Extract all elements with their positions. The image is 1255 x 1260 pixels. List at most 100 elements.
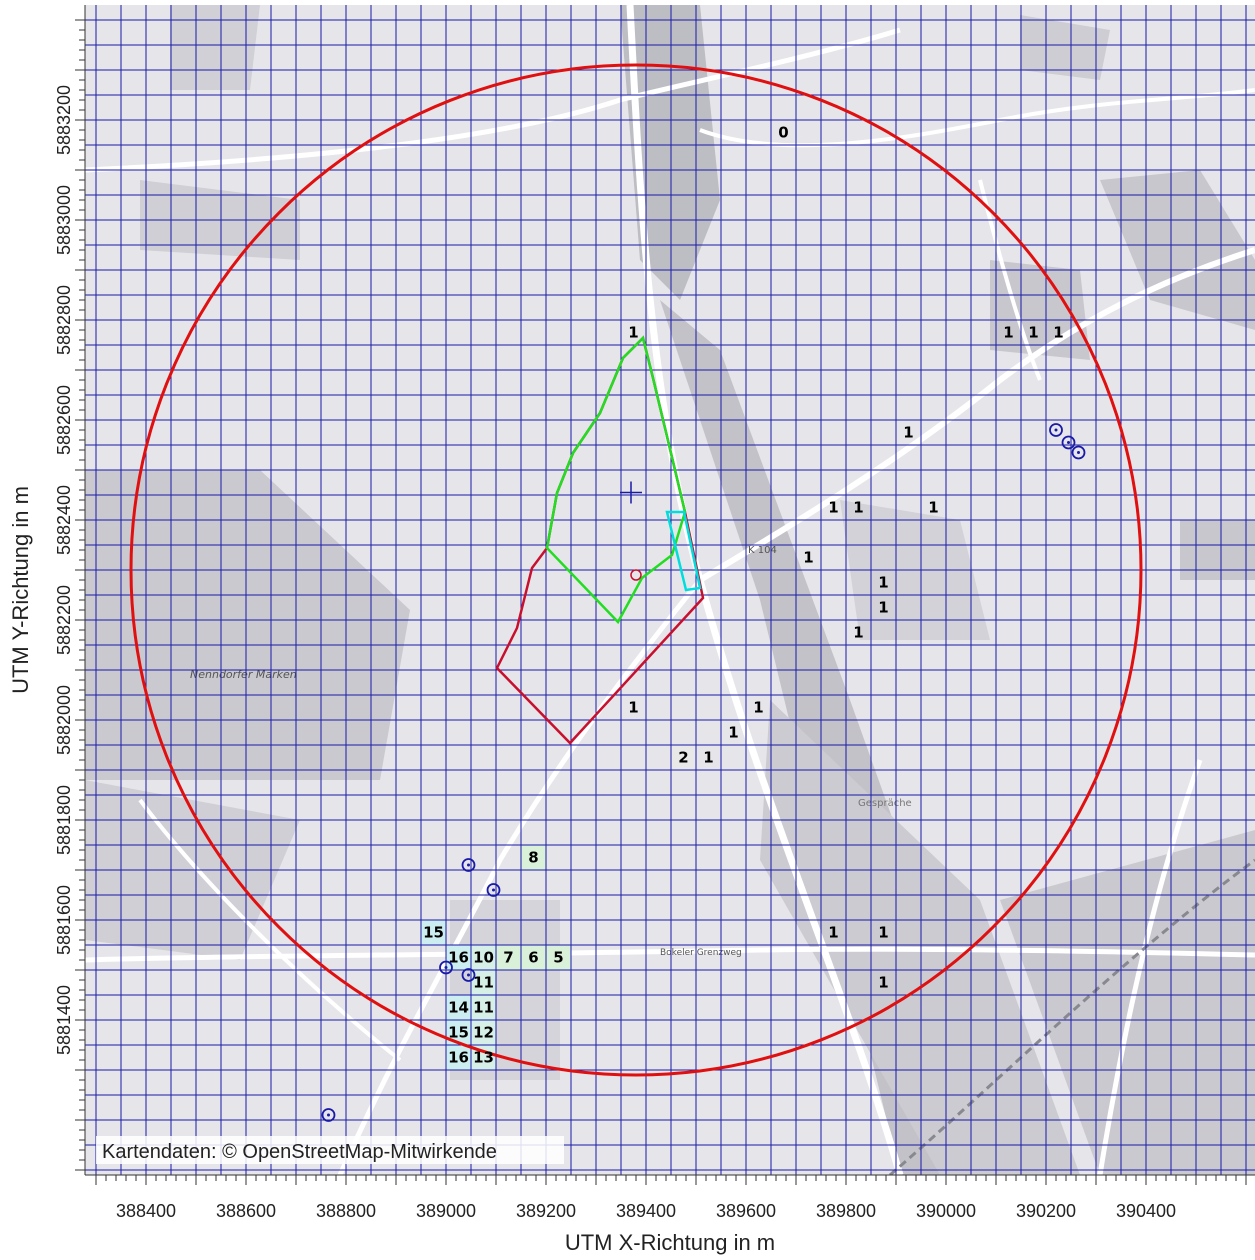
cell-value-label: 11 bbox=[473, 999, 494, 1017]
cell-value-label: 1 bbox=[903, 424, 913, 442]
x-tick-label: 389800 bbox=[816, 1201, 876, 1221]
cell-value-label: 2 bbox=[678, 749, 688, 767]
cell-shade bbox=[421, 920, 446, 945]
cell-value-label: 1 bbox=[878, 574, 888, 592]
x-tick-label: 389600 bbox=[716, 1201, 776, 1221]
cell-value-label: 1 bbox=[728, 724, 738, 742]
cell-value-label: 0 bbox=[778, 124, 788, 142]
street-label-area: Gespräche bbox=[858, 798, 912, 809]
receptor-marker bbox=[439, 960, 453, 975]
x-tick-label: 390200 bbox=[1016, 1201, 1076, 1221]
cell-values-layer bbox=[421, 745, 696, 1070]
cell-value-label: 1 bbox=[853, 499, 863, 517]
y-tick-label: 5882600 bbox=[54, 385, 74, 455]
basemap: Nenndorfer Marken K 104 Bokeler Grenzweg… bbox=[85, 5, 1255, 1175]
cell-shade bbox=[446, 945, 471, 970]
y-tick-label: 5883200 bbox=[54, 85, 74, 155]
cell-value-label: 14 bbox=[448, 999, 469, 1017]
receptor-layer bbox=[321, 423, 1086, 1122]
receptor-dot bbox=[467, 863, 470, 867]
x-tick-label: 390400 bbox=[1116, 1201, 1176, 1221]
cell-shade bbox=[521, 845, 546, 870]
y-tick-label: 5882200 bbox=[54, 585, 74, 655]
attribution-text: Kartendaten: © OpenStreetMap-Mitwirkende bbox=[102, 1141, 497, 1163]
cell-value-label: 5 bbox=[553, 949, 563, 967]
receptor-dot bbox=[327, 1113, 330, 1117]
cell-value-label: 1 bbox=[1003, 324, 1013, 342]
cell-value-label: 1 bbox=[1028, 324, 1038, 342]
source-center-cross bbox=[620, 481, 642, 504]
computation-grid bbox=[85, 5, 1255, 1175]
cell-value-label: 1 bbox=[803, 549, 813, 567]
y-axis-title: UTM Y-Richtung in m bbox=[8, 486, 33, 694]
cell-value-label: 1 bbox=[628, 324, 638, 342]
receptor-dot bbox=[492, 888, 495, 892]
x-tick-label: 388600 bbox=[216, 1201, 276, 1221]
cell-shade bbox=[471, 1020, 496, 1045]
receptor-dot bbox=[1054, 428, 1058, 432]
y-tick-label: 5882400 bbox=[54, 485, 74, 555]
cell-value-label: 1 bbox=[878, 924, 888, 942]
x-tick-label: 389200 bbox=[516, 1201, 576, 1221]
x-axis-title: UTM X-Richtung in m bbox=[565, 1230, 775, 1255]
cell-value-label: 1 bbox=[753, 699, 763, 717]
cell-value-label: 16 bbox=[448, 1049, 469, 1067]
axes: 388400 388600 388800 389000 389200 389400 3896… bbox=[54, 19, 1247, 1221]
cell-shade bbox=[446, 1045, 471, 1070]
cell-shade bbox=[446, 995, 471, 1020]
y-tick-label: 5881400 bbox=[54, 985, 74, 1055]
street-label-nenndorfer: Nenndorfer Marken bbox=[190, 668, 297, 681]
cell-value-label: 15 bbox=[448, 1024, 469, 1042]
x-tick-label: 388400 bbox=[116, 1201, 176, 1221]
x-tick-label: 389400 bbox=[616, 1201, 676, 1221]
cell-shade bbox=[546, 945, 571, 970]
cell-value-label: 13 bbox=[473, 1049, 494, 1067]
street-label-k104: K 104 bbox=[748, 545, 777, 556]
attribution-box bbox=[96, 1136, 564, 1164]
cell-value-label: 1 bbox=[703, 749, 713, 767]
building-outline-cyan bbox=[665, 510, 702, 592]
receptor-marker bbox=[1071, 445, 1086, 460]
cell-value-label: 1 bbox=[928, 499, 938, 517]
receptor-dot bbox=[444, 966, 448, 969]
receptor-marker bbox=[461, 968, 476, 982]
y-tick-label: 5882800 bbox=[54, 285, 74, 355]
source-point-marker bbox=[630, 569, 642, 581]
cell-value-label: 15 bbox=[423, 924, 444, 942]
cell-value-label: 1 bbox=[853, 624, 863, 642]
cell-shade bbox=[471, 945, 496, 970]
cell-value-label: 6 bbox=[528, 949, 538, 967]
cell-value-label: 1 bbox=[828, 924, 838, 942]
x-tick-label: 389000 bbox=[416, 1201, 476, 1221]
source-area-green bbox=[545, 335, 687, 625]
receptor-marker bbox=[1061, 435, 1076, 450]
overlay-layer bbox=[129, 63, 1143, 1077]
cell-value-label: 12 bbox=[473, 1024, 494, 1042]
y-tick-label: 5881600 bbox=[54, 885, 74, 955]
receptor-marker bbox=[1049, 423, 1063, 437]
receptor-marker bbox=[486, 883, 501, 897]
cell-value-label: 8 bbox=[528, 849, 538, 867]
cell-shade bbox=[521, 945, 546, 970]
cell-shade bbox=[471, 995, 496, 1020]
receptor-dot bbox=[1077, 451, 1080, 454]
receptor-dot bbox=[467, 973, 470, 977]
cell-value-label: 1 bbox=[878, 974, 888, 992]
cell-value-label: 1 bbox=[1053, 324, 1063, 342]
cell-value-label: 11 bbox=[473, 974, 494, 992]
receptor-dot bbox=[1067, 441, 1070, 444]
cell-shade bbox=[496, 945, 521, 970]
cell-shade bbox=[671, 745, 696, 770]
cell-value-label: 1 bbox=[628, 699, 638, 717]
y-tick-label: 5881800 bbox=[54, 785, 74, 855]
y-tick-label: 5882000 bbox=[54, 685, 74, 755]
street-label-grenzweg: Bokeler Grenzweg bbox=[660, 948, 742, 958]
assessment-area-circle bbox=[129, 63, 1143, 1077]
cell-value-label: 1 bbox=[828, 499, 838, 517]
cell-value-label: 7 bbox=[503, 949, 513, 967]
x-tick-label: 388800 bbox=[316, 1201, 376, 1221]
receptor-marker bbox=[461, 858, 476, 872]
cell-value-label: 10 bbox=[473, 949, 494, 967]
